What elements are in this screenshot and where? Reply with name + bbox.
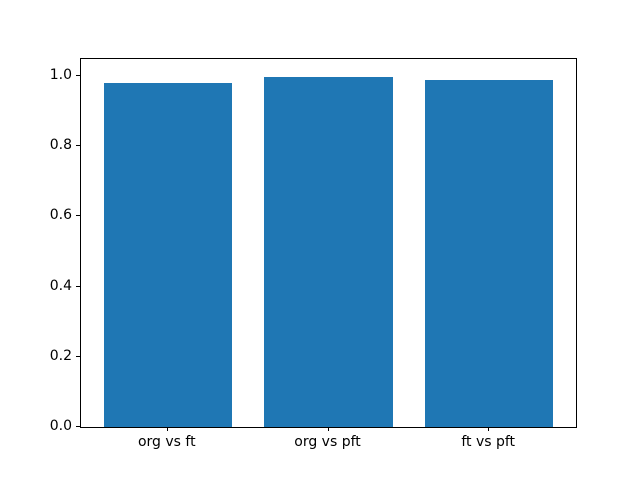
x-tick-mark [327, 427, 329, 431]
y-tick-label-0.4: 0.4 [49, 277, 72, 294]
y-tick-label-0.6: 0.6 [49, 207, 72, 224]
bar-org-vs-pft [264, 76, 393, 427]
y-tick-label-0.0: 0.0 [49, 418, 72, 434]
x-tick-label-org-vs-pft: org vs pft [294, 434, 361, 450]
x-tick-label-org-vs-ft: org vs ft [137, 434, 196, 450]
x-tick-mark [166, 427, 168, 431]
y-tick-label-0.8: 0.8 [49, 137, 72, 154]
y-tick-mark [76, 74, 80, 76]
x-tick-mark [488, 427, 490, 431]
bar-ft-vs-pft [424, 80, 554, 427]
plot-area [80, 58, 577, 428]
x-tick-label-ft-vs-pft: ft vs pft [461, 434, 516, 450]
y-tick-mark [76, 426, 80, 427]
y-tick-mark [76, 145, 80, 147]
y-tick-mark [76, 285, 80, 287]
y-tick-mark [76, 355, 80, 357]
y-tick-label-1.0: 1.0 [49, 66, 72, 83]
y-tick-mark [76, 215, 80, 217]
bar-org-vs-ft [103, 83, 233, 427]
y-tick-label-0.2: 0.2 [49, 347, 72, 364]
